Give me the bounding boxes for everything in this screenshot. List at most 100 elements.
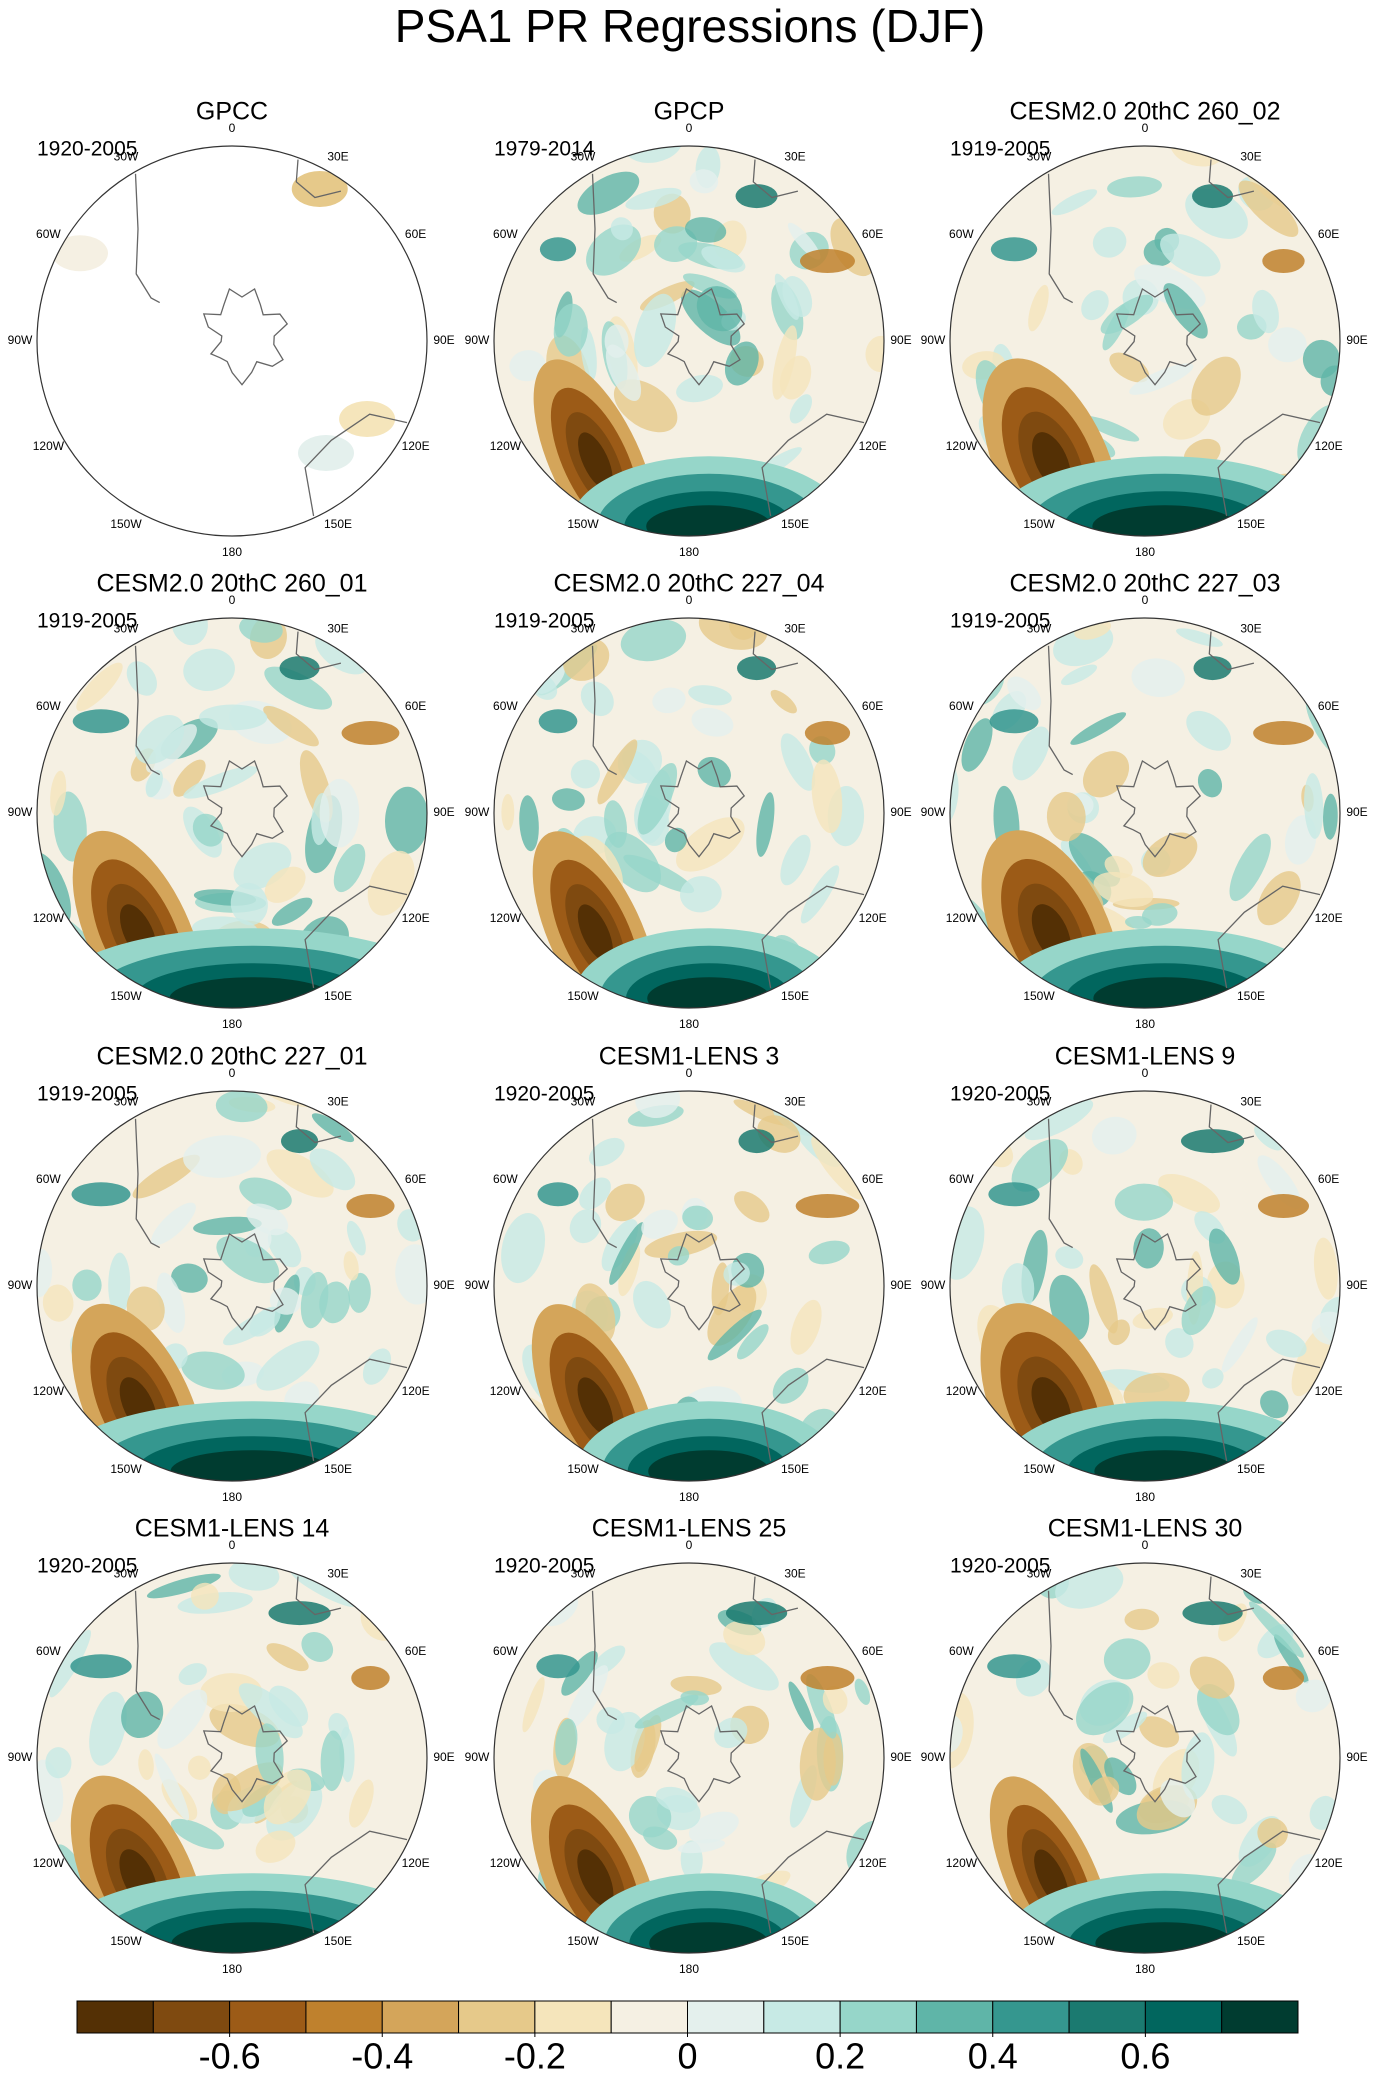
longitude-label: 150W: [1023, 989, 1055, 1003]
coastline: [202, 760, 289, 858]
map-blob: [121, 1691, 164, 1739]
map-blob: [1260, 1390, 1289, 1419]
map-blob: [649, 1922, 769, 1953]
longitude-label: 150W: [567, 517, 599, 531]
map-blob: [256, 1340, 320, 1391]
coastline: [761, 413, 865, 517]
longitude-label: 60E: [405, 1644, 426, 1658]
map-blob: [789, 394, 813, 424]
longitude-label: 30E: [784, 622, 805, 636]
map-blob: [1304, 773, 1324, 839]
map-blob: [628, 1795, 672, 1838]
map-blob: [255, 1830, 296, 1863]
map-blob: [154, 1753, 190, 1821]
longitude-label: 120W: [33, 439, 65, 453]
colorbar-box: [534, 2000, 612, 2034]
map-blob: [811, 759, 843, 834]
map-blob: [362, 1348, 392, 1385]
longitude-label: 60W: [949, 1172, 974, 1186]
coastline: [304, 1358, 408, 1462]
map-blob: [1209, 1228, 1241, 1285]
map-blob: [126, 661, 157, 696]
longitude-label: 150E: [324, 517, 352, 531]
coastline: [1208, 159, 1255, 199]
map-blob: [268, 1601, 331, 1626]
map-blob: [170, 1818, 225, 1850]
map-blob: [246, 1203, 289, 1236]
coastline: [1047, 1590, 1074, 1721]
map-field: [37, 618, 427, 1008]
longitude-label: 150W: [110, 517, 142, 531]
longitude-label: 60E: [405, 1172, 426, 1186]
map-blob: [1109, 352, 1150, 383]
map-blob: [215, 1091, 268, 1123]
map-blob: [188, 1755, 211, 1780]
map-blob: [1193, 656, 1232, 681]
panel-period: 1919-2005: [494, 610, 594, 633]
map-blob: [170, 1450, 334, 1481]
map-blob: [1028, 284, 1049, 332]
map-blob: [267, 1228, 302, 1268]
coastline: [304, 885, 408, 989]
map-blob: [597, 739, 638, 805]
map-blob: [1262, 1666, 1305, 1691]
map-blob: [56, 1844, 86, 1885]
longitude-label: 90E: [1346, 1278, 1367, 1292]
map-blob: [138, 1749, 154, 1780]
map-blob: [1001, 1263, 1035, 1315]
longitude-label: 150E: [781, 1462, 809, 1476]
map-blob: [1262, 249, 1305, 274]
map-blob: [1131, 658, 1185, 698]
map-blob: [800, 1666, 855, 1691]
map-blob: [1254, 1125, 1283, 1151]
map-blob: [156, 1272, 186, 1333]
panel-title: CESM2.0 20thC 227_04: [553, 570, 824, 598]
figure-title: PSA1 PR Regressions (DJF): [395, 0, 986, 52]
longitude-label: 60E: [405, 227, 426, 241]
map-blob: [770, 689, 797, 714]
map-blob: [348, 1272, 371, 1313]
map-blob: [780, 834, 811, 886]
map-blob: [367, 850, 415, 916]
map-blob: [385, 786, 427, 854]
longitude-label: 180: [1135, 1017, 1155, 1031]
map-blob: [634, 1694, 699, 1729]
map-blob: [652, 687, 686, 714]
longitude-label: 30W: [1027, 150, 1052, 164]
map-blob: [1186, 710, 1232, 751]
map-field: [950, 146, 1340, 536]
map-blob: [522, 1676, 545, 1733]
map-blob: [724, 341, 759, 386]
map-blob: [309, 1148, 356, 1191]
map-blob: [1158, 1173, 1220, 1214]
map-blob: [1196, 1684, 1240, 1736]
coastline: [591, 645, 618, 776]
longitude-label: 90E: [433, 1278, 454, 1292]
colorbar-box: [687, 2000, 765, 2034]
colorbar-tick-label: -0.2: [504, 2036, 566, 2077]
map-blob: [1253, 721, 1314, 746]
map-blob: [1266, 1329, 1307, 1358]
colorbar-box: [305, 2000, 383, 2034]
coastline: [752, 159, 799, 199]
map-blob: [37, 1248, 53, 1298]
map-blob: [551, 788, 585, 811]
longitude-label: 0: [1142, 121, 1149, 135]
map-blob: [539, 237, 577, 262]
longitude-label: 30E: [784, 1095, 805, 1109]
longitude-label: 0: [1142, 1066, 1149, 1080]
map-blob: [301, 1631, 334, 1662]
coastline: [1208, 631, 1255, 671]
map-blob: [501, 793, 515, 831]
longitude-label: 180: [222, 1017, 242, 1031]
longitude-label: 150W: [110, 1462, 142, 1476]
map-blob: [266, 1149, 334, 1198]
map-blob: [682, 1205, 714, 1231]
map-blob: [647, 977, 771, 1008]
map-blob: [623, 854, 695, 894]
map-blob: [701, 246, 746, 273]
map-blob: [823, 1731, 844, 1786]
panel-period: 1919-2005: [950, 138, 1050, 161]
map-blob: [1012, 726, 1050, 781]
map-blob: [1320, 365, 1340, 396]
